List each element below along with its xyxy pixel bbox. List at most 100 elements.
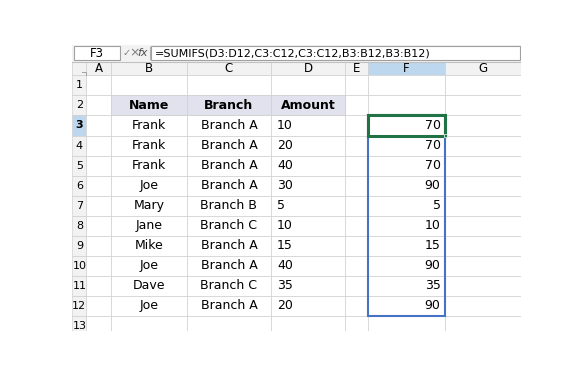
- Bar: [368, 256, 445, 276]
- Bar: [368, 316, 445, 336]
- Bar: [111, 115, 187, 135]
- Text: 40: 40: [277, 159, 293, 172]
- Text: 9: 9: [76, 241, 83, 251]
- Bar: [345, 276, 368, 296]
- Text: 35: 35: [277, 279, 293, 292]
- Text: Dave: Dave: [133, 279, 166, 292]
- Bar: [72, 276, 86, 296]
- Bar: [86, 316, 111, 336]
- Bar: [187, 256, 271, 276]
- Bar: [345, 62, 368, 76]
- Bar: [368, 135, 445, 155]
- Bar: [86, 115, 111, 135]
- Bar: [345, 176, 368, 196]
- Text: 90: 90: [424, 299, 441, 312]
- Bar: [187, 235, 271, 256]
- Bar: [111, 135, 187, 155]
- Bar: [368, 216, 445, 235]
- Bar: [111, 155, 187, 176]
- Bar: [345, 115, 368, 135]
- Bar: [86, 155, 111, 176]
- Bar: [271, 235, 345, 256]
- Bar: [368, 276, 445, 296]
- Bar: [368, 155, 445, 176]
- Text: Branch A: Branch A: [200, 239, 257, 252]
- Bar: [86, 76, 111, 96]
- Bar: [345, 216, 368, 235]
- Text: C: C: [225, 62, 233, 75]
- Text: =SUMIFS(D3:D12,C3:C12,C3:C12,B3:B12,B3:B12): =SUMIFS(D3:D12,C3:C12,C3:C12,B3:B12,B3:B…: [155, 48, 430, 58]
- Bar: [271, 316, 345, 336]
- Bar: [445, 96, 521, 115]
- Text: 7: 7: [76, 201, 83, 211]
- Bar: [187, 155, 271, 176]
- Text: 11: 11: [72, 280, 86, 291]
- Text: F: F: [403, 62, 410, 75]
- Bar: [445, 155, 521, 176]
- Text: 10: 10: [277, 219, 293, 232]
- Bar: [111, 256, 187, 276]
- Bar: [72, 76, 86, 96]
- Bar: [187, 96, 271, 115]
- Bar: [86, 296, 111, 316]
- Bar: [72, 235, 86, 256]
- Bar: [72, 45, 521, 62]
- Bar: [345, 316, 368, 336]
- Text: Branch C: Branch C: [200, 279, 258, 292]
- Text: ×: ×: [129, 46, 140, 60]
- Bar: [187, 96, 271, 115]
- Text: 90: 90: [424, 259, 441, 272]
- Text: 40: 40: [277, 259, 293, 272]
- Bar: [368, 176, 445, 196]
- Bar: [445, 76, 521, 96]
- Bar: [187, 62, 271, 76]
- Text: 70: 70: [424, 139, 441, 152]
- Bar: [368, 115, 445, 135]
- Text: 13: 13: [72, 321, 86, 331]
- Bar: [271, 216, 345, 235]
- Text: Amount: Amount: [281, 99, 335, 112]
- Bar: [271, 96, 345, 115]
- Bar: [111, 235, 187, 256]
- Bar: [111, 96, 187, 115]
- Bar: [271, 176, 345, 196]
- Text: fx: fx: [138, 48, 148, 58]
- Text: 20: 20: [277, 139, 293, 152]
- Bar: [345, 196, 368, 216]
- Bar: [187, 176, 271, 196]
- Bar: [368, 62, 445, 76]
- Bar: [445, 62, 521, 76]
- Bar: [345, 96, 368, 115]
- Bar: [187, 216, 271, 235]
- Bar: [74, 46, 120, 60]
- Bar: [368, 115, 445, 135]
- Bar: [187, 316, 271, 336]
- Text: B: B: [145, 62, 153, 75]
- Text: Branch A: Branch A: [200, 259, 257, 272]
- Bar: [111, 316, 187, 336]
- Text: G: G: [479, 62, 488, 75]
- Bar: [445, 196, 521, 216]
- Text: 35: 35: [424, 279, 441, 292]
- Text: Branch A: Branch A: [200, 159, 257, 172]
- Bar: [445, 216, 521, 235]
- Bar: [368, 176, 445, 196]
- Bar: [187, 76, 271, 96]
- Bar: [345, 235, 368, 256]
- Bar: [111, 196, 187, 216]
- Bar: [368, 235, 445, 256]
- Text: 30: 30: [277, 179, 293, 192]
- Text: 15: 15: [424, 239, 441, 252]
- Bar: [445, 256, 521, 276]
- Bar: [271, 276, 345, 296]
- Text: 5: 5: [277, 199, 285, 212]
- Bar: [72, 216, 86, 235]
- Bar: [445, 235, 521, 256]
- Bar: [445, 276, 521, 296]
- Bar: [86, 196, 111, 216]
- Text: 90: 90: [424, 179, 441, 192]
- Text: 20: 20: [277, 299, 293, 312]
- Bar: [72, 115, 86, 135]
- Bar: [86, 235, 111, 256]
- Bar: [368, 76, 445, 96]
